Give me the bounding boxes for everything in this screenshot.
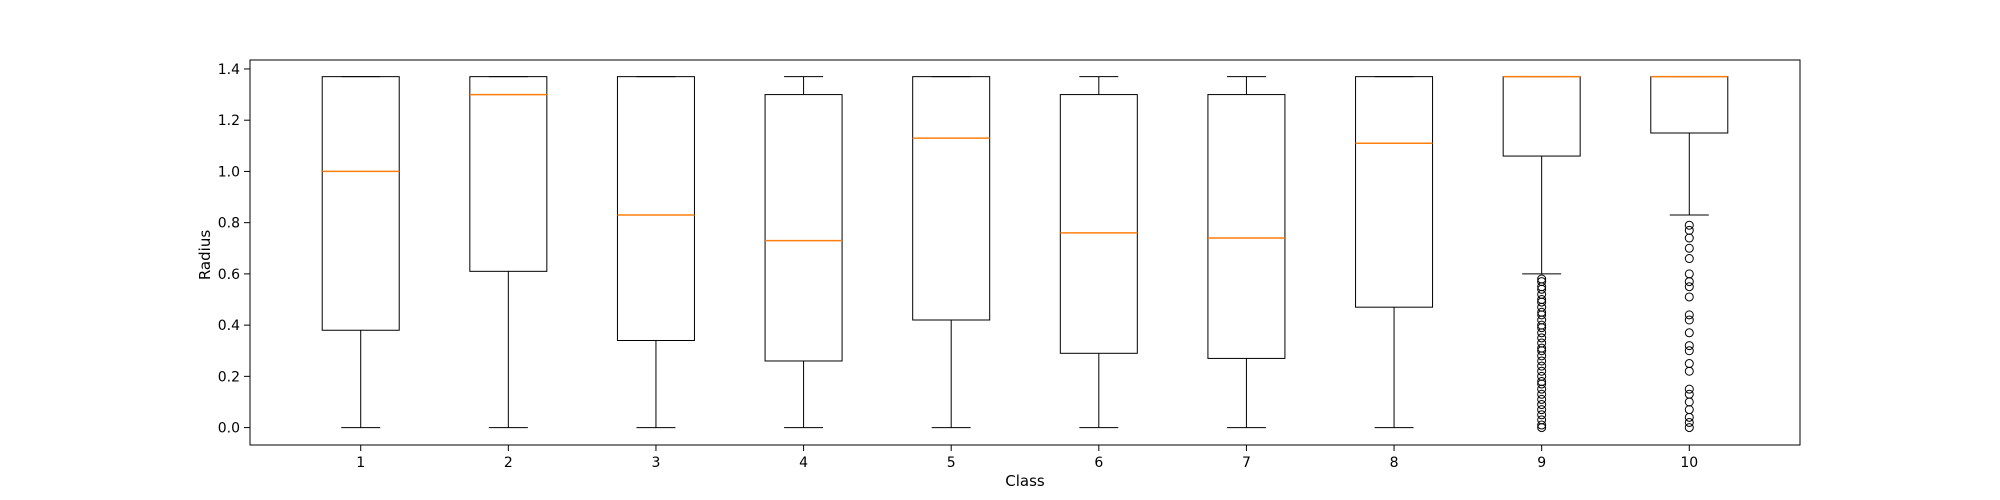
outlier-point <box>1684 366 1694 376</box>
outlier-point <box>1537 328 1547 338</box>
iqr-box <box>912 76 991 321</box>
x-tick-label: 1 <box>356 455 365 471</box>
iqr-box <box>764 94 843 362</box>
iqr-box <box>616 76 695 341</box>
y-axis-label: Radius <box>196 230 214 280</box>
outlier-point <box>1537 384 1547 394</box>
x-tick-label: 3 <box>651 455 660 471</box>
outlier-point <box>1537 423 1547 433</box>
outlier-point <box>1537 297 1547 307</box>
outlier-point <box>1684 412 1694 422</box>
outlier-point <box>1537 410 1547 420</box>
outlier-point <box>1537 405 1547 415</box>
y-tick-label: 1.4 <box>218 62 240 78</box>
outlier-point <box>1684 277 1694 287</box>
outlier-point <box>1684 359 1694 369</box>
outlier-point <box>1684 225 1694 235</box>
outlier-point <box>1684 310 1694 320</box>
outlier-point <box>1537 366 1547 376</box>
x-tick-label: 4 <box>799 455 808 471</box>
outlier-point <box>1537 420 1547 430</box>
x-tick-label: 2 <box>504 455 513 471</box>
outlier-point <box>1537 356 1547 366</box>
box-group-6 <box>1059 76 1138 429</box>
outlier-point <box>1537 361 1547 371</box>
box-group-8 <box>1355 76 1434 429</box>
outlier-point <box>1684 405 1694 415</box>
outlier-point <box>1684 384 1694 394</box>
iqr-box <box>1207 94 1286 359</box>
outlier-point <box>1684 315 1694 325</box>
outlier-point <box>1684 282 1694 292</box>
outlier-point <box>1537 323 1547 333</box>
outlier-point <box>1684 220 1694 230</box>
outlier-point <box>1537 310 1547 320</box>
outlier-point <box>1684 417 1694 427</box>
outlier-point <box>1537 346 1547 356</box>
y-tick-label: 1.0 <box>218 164 240 180</box>
outlier-point <box>1537 389 1547 399</box>
box-group-3 <box>616 76 695 429</box>
box-group-1 <box>321 76 400 429</box>
outlier-point <box>1537 394 1547 404</box>
outlier-point <box>1537 284 1547 294</box>
outlier-point <box>1684 328 1694 338</box>
axes: 0.0 0.2 0.4 0.6 0.8 1.0 1.2 1.4 1 2 3 4 5 6 7 8 9 10 <box>218 62 1698 471</box>
x-tick-label: 9 <box>1537 455 1546 471</box>
outlier-point <box>1684 389 1694 399</box>
box-group-5 <box>912 76 991 429</box>
x-tick-label: 7 <box>1242 455 1251 471</box>
iqr-box <box>1059 94 1138 354</box>
iqr-box <box>1502 76 1581 157</box>
y-tick-label: 0.2 <box>218 369 240 385</box>
outlier-point <box>1684 341 1694 351</box>
x-tick-label: 6 <box>1094 455 1103 471</box>
x-tick-label: 8 <box>1390 455 1399 471</box>
outlier-point <box>1537 400 1547 410</box>
box-group-9 <box>1502 75 1581 433</box>
outlier-point <box>1537 351 1547 361</box>
outlier-point <box>1537 333 1547 343</box>
outlier-point <box>1537 379 1547 389</box>
y-tick-label: 0.4 <box>218 318 240 334</box>
plot-area <box>321 75 1729 433</box>
outlier-point <box>1684 397 1694 407</box>
y-tick-label: 1.2 <box>218 113 240 129</box>
x-tick-label: 5 <box>947 455 956 471</box>
outlier-point <box>1684 254 1694 264</box>
outlier-point <box>1684 243 1694 253</box>
axes-frame <box>249 59 1801 446</box>
iqr-box <box>1650 76 1729 134</box>
outlier-point <box>1684 346 1694 356</box>
y-tick-label: 0.8 <box>218 216 240 232</box>
outlier-point <box>1684 292 1694 302</box>
y-tick-label: 0.0 <box>218 421 240 437</box>
box-group-10 <box>1650 75 1729 433</box>
y-tick-label: 0.6 <box>218 267 240 283</box>
iqr-box <box>469 76 548 272</box>
outlier-point <box>1684 423 1694 433</box>
x-tick-label: 10 <box>1680 455 1698 471</box>
box-group-4 <box>764 76 843 429</box>
x-axis-label: Class <box>1005 472 1045 490</box>
box-group-2 <box>469 76 548 429</box>
outlier-point <box>1684 269 1694 279</box>
outlier-point <box>1684 233 1694 243</box>
iqr-box <box>1355 76 1434 308</box>
box-group-7 <box>1207 76 1286 429</box>
iqr-box <box>321 76 400 331</box>
